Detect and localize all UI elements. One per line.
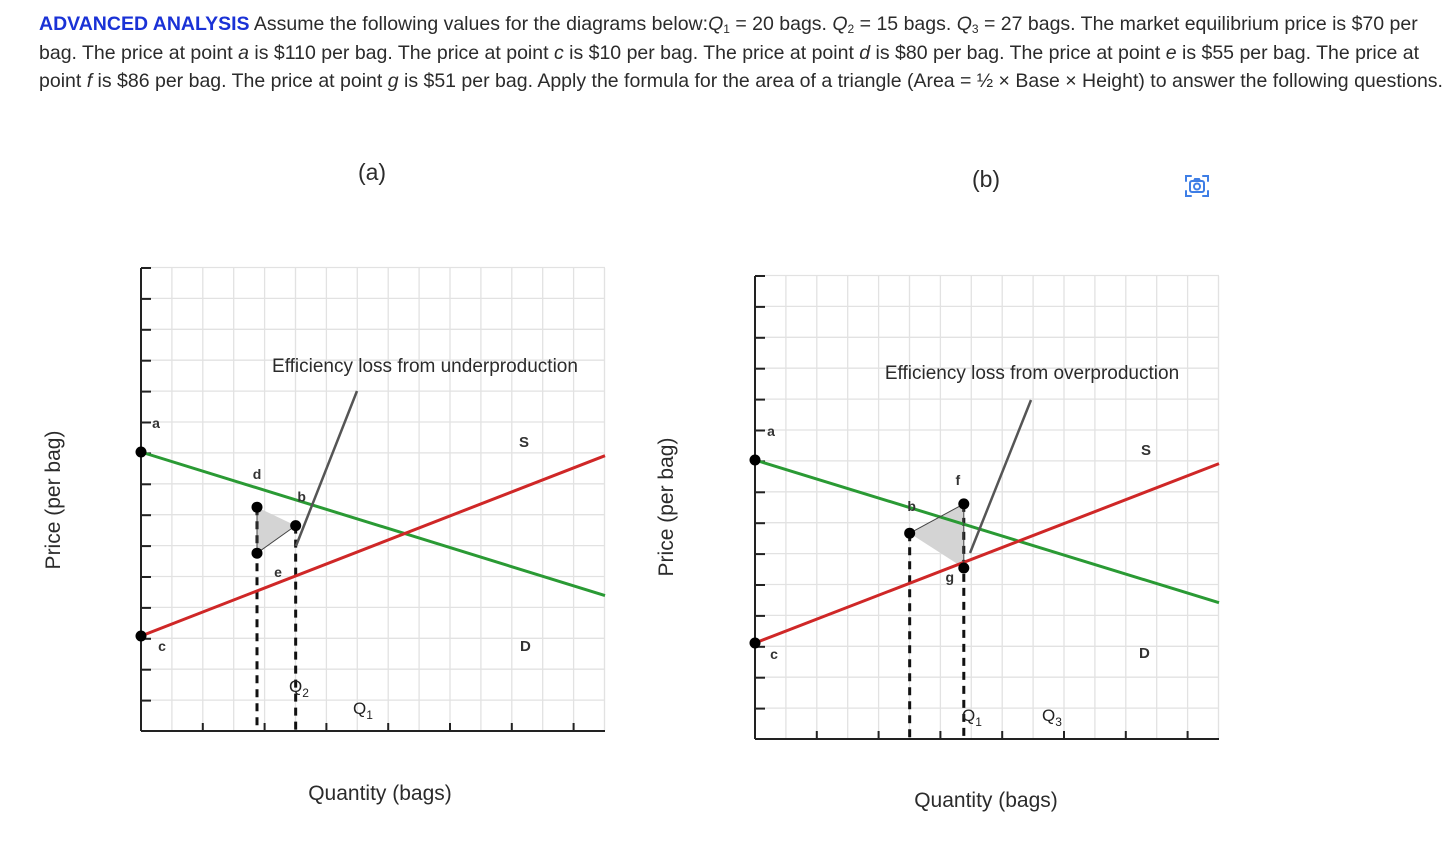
question-d-price: is $80 per bag. The price at point — [870, 41, 1166, 64]
question-f-price: is $86 per bag. The price at point — [92, 70, 388, 92]
supply-line — [754, 462, 1220, 645]
demand-line — [754, 458, 1220, 605]
chart-grid — [140, 266, 606, 732]
point-d-ref: d — [859, 41, 871, 64]
efficiency-loss-triangle — [909, 503, 964, 568]
question-equilibrium: The market equilibrium price is $70 per … — [39, 13, 1418, 64]
efficiency-loss-triangle — [257, 507, 296, 554]
quantity-label-q3: Q3 — [1042, 706, 1062, 729]
question-e-price: is $55 per bag. The price at point — [39, 41, 1420, 93]
point-b — [290, 520, 302, 532]
annotation-text: Efficiency loss from underproduction — [272, 356, 578, 377]
point-a-ref: a — [238, 41, 249, 64]
point-b — [904, 527, 916, 539]
demand-label: D — [520, 638, 531, 655]
question-intro: Assume the following values for the diag… — [253, 13, 709, 35]
q3-value: = 27 bags. — [978, 13, 1081, 35]
point-label-a: a — [767, 423, 775, 439]
question-text: ADVANCED ANALYSIS Assume the following v… — [39, 10, 1444, 96]
chart-panel-b: D Sa c b f g Q1 Q3 Efficiency loss from overprod… — [655, 166, 1220, 812]
q3-symbol: Q — [956, 13, 972, 35]
point-label-e: e — [274, 564, 282, 580]
point-label-g: g — [946, 569, 955, 585]
camera-scan-button[interactable] — [1183, 172, 1211, 200]
supply-line — [140, 454, 606, 638]
point-c — [135, 630, 147, 642]
q2-value: = 15 bags. — [854, 13, 957, 35]
y-axis-label: Price (per bag) — [655, 438, 678, 577]
point-label-c: c — [158, 638, 166, 654]
panel-label: (a) — [358, 159, 386, 185]
question-c-price: is $10 per bag. The price at point — [563, 41, 860, 64]
x-axis-label: Quantity (bags) — [914, 789, 1058, 812]
point-c-ref: c — [553, 41, 564, 64]
annotation-pointer — [294, 390, 359, 547]
point-label-d: d — [253, 466, 262, 482]
point-a — [135, 446, 147, 458]
point-d — [251, 501, 263, 513]
point-f-ref: f — [86, 70, 93, 92]
q1-symbol: Q — [708, 13, 724, 35]
point-label-f: f — [955, 472, 960, 488]
point-label-c: c — [770, 646, 778, 662]
point-e — [251, 547, 263, 559]
demand-line — [140, 450, 606, 597]
q1-value: = 20 bags. — [729, 13, 833, 35]
point-e-ref: e — [1165, 41, 1177, 64]
question-a-price: is $110 per bag. The price at point — [248, 41, 554, 64]
question-g-price: is $51 per bag. Apply the formula for th… — [398, 70, 1443, 92]
annotation-pointer — [968, 399, 1033, 554]
supply-label: S — [1141, 442, 1151, 459]
x-axis-label: Quantity (bags) — [308, 782, 452, 805]
question-tag: ADVANCED ANALYSIS — [39, 13, 250, 35]
supply-label: S — [519, 434, 529, 451]
point-label-b: b — [297, 489, 306, 505]
point-a — [749, 454, 761, 466]
y-axis-label: Price (per bag) — [42, 431, 65, 570]
point-f — [958, 498, 970, 510]
quantity-label-q1: Q1 — [962, 706, 982, 729]
point-label-b: b — [907, 498, 916, 514]
annotation-text: Efficiency loss from overproduction — [885, 363, 1179, 384]
q2-symbol: Q — [832, 13, 848, 35]
quantity-label-q2: Q2 — [289, 677, 309, 700]
panel-label: (b) — [972, 166, 1000, 192]
point-g — [958, 562, 970, 574]
quantity-label-q1: Q1 — [353, 699, 373, 722]
camera-scan-icon — [1185, 175, 1209, 197]
q1-subscript: 1 — [723, 22, 730, 36]
point-label-a: a — [152, 415, 160, 431]
q2-subscript: 2 — [847, 22, 855, 36]
point-g-ref: g — [387, 70, 399, 92]
demand-label: D — [1139, 645, 1150, 662]
chart-panel-a: D Sa c d e b Q2 Q1 Efficiency loss from underpro… — [42, 159, 606, 805]
q3-subscript: 3 — [971, 22, 979, 36]
chart-grid — [754, 274, 1220, 740]
point-c — [749, 637, 761, 649]
